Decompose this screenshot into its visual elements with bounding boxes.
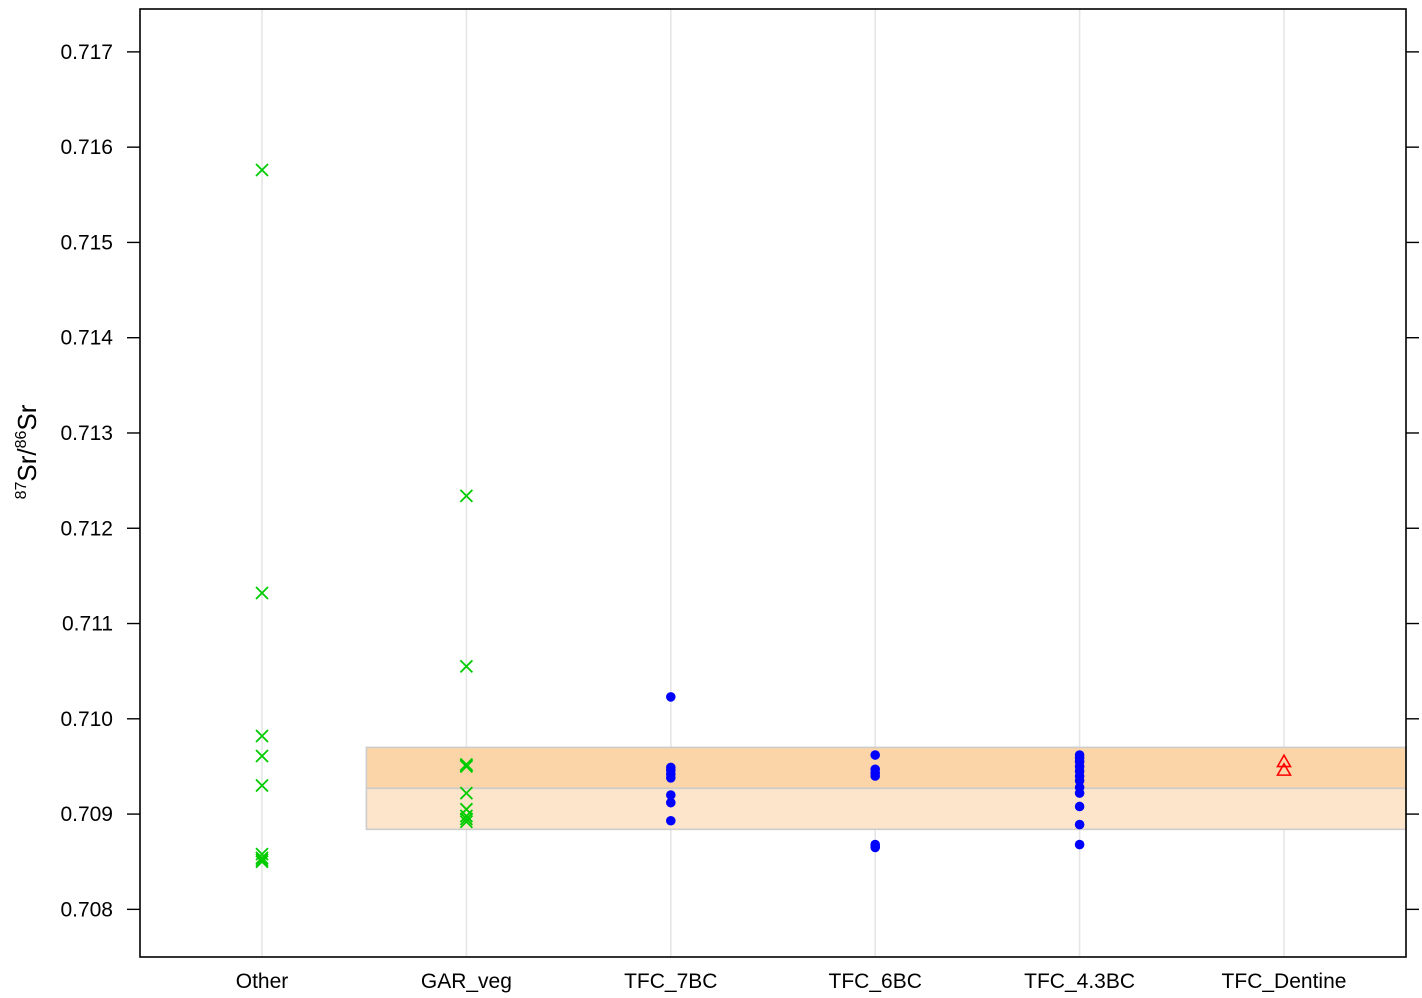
- data-point-dot: [1074, 801, 1085, 812]
- data-point-cross: [255, 586, 269, 600]
- data-point-cross: [459, 786, 474, 800]
- y-tick-label: 0.708: [60, 898, 113, 921]
- reference-bands: [365, 746, 1407, 831]
- data-point-dot: [666, 773, 676, 783]
- y-tick-label: 0.709: [60, 803, 113, 826]
- y-axis-label: 87Sr/86Sr: [12, 404, 42, 499]
- data-point-cross: [459, 815, 474, 829]
- data-point-dot: [870, 842, 880, 853]
- data-point-dot: [666, 790, 676, 800]
- data-point-cross: [255, 778, 269, 793]
- data-point-cross: [459, 489, 474, 503]
- data-point-cross: [255, 163, 269, 177]
- data-point-cross: [459, 759, 474, 774]
- data-point-dot: [1074, 839, 1085, 850]
- reference-band-1: [365, 746, 1407, 790]
- data-point-dot: [666, 692, 676, 702]
- y-tick-label: 0.714: [60, 327, 113, 350]
- y-axis-label-sup2: 86: [13, 430, 30, 448]
- data-point-dot: [1074, 819, 1085, 830]
- data-point-cross: [255, 853, 269, 867]
- data-point-cross: [459, 659, 474, 674]
- y-tick-label: 0.710: [60, 708, 113, 731]
- x-tick-label: Other: [236, 970, 289, 993]
- data-point-cross: [255, 749, 269, 763]
- y-axis-ticks: 0.708 0.709 0.710 0.711 0.712 0.713 0.714 0.715…: [60, 41, 1419, 921]
- reference-band-2: [365, 787, 1407, 831]
- data-point-dot: [666, 797, 676, 808]
- data-point-cross: [459, 812, 474, 826]
- x-tick-label: GAR_veg: [421, 970, 512, 993]
- y-axis-label-base1: Sr/: [12, 448, 42, 482]
- data-point-triangle: [1276, 762, 1292, 776]
- y-tick-label: 0.715: [60, 231, 113, 254]
- data-point-cross: [255, 729, 269, 743]
- x-tick-label: TFC_6BC: [829, 970, 922, 993]
- data-point-dot: [870, 750, 880, 760]
- x-tick-label: TFC_7BC: [624, 970, 717, 993]
- data-points: [255, 163, 1292, 869]
- y-axis-label-sup1: 87: [13, 482, 30, 500]
- y-tick-label: 0.717: [60, 41, 113, 64]
- data-point-dot: [1074, 775, 1085, 786]
- plot-frame: [139, 8, 1407, 958]
- data-point-dot: [870, 771, 880, 781]
- data-point-dot: [666, 815, 676, 826]
- data-point-cross: [459, 809, 474, 823]
- data-point-cross: [459, 802, 474, 816]
- data-point-cross: [255, 855, 269, 869]
- x-tick-label: TFC_4.3BC: [1024, 970, 1135, 993]
- data-point-cross: [255, 851, 269, 865]
- vertical-gridlines: [261, 9, 1285, 957]
- x-tick-label: TFC_Dentine: [1222, 970, 1347, 993]
- data-point-dot: [1074, 788, 1085, 798]
- y-tick-label: 0.713: [60, 422, 113, 445]
- y-axis-label-base2: Sr: [12, 404, 42, 430]
- y-tick-label: 0.716: [60, 136, 113, 159]
- x-axis-ticks: Other GAR_veg TFC_7BC TFC_6BC TFC_4.3BC TFC_D…: [236, 970, 1347, 993]
- data-point-triangle: [1276, 753, 1292, 768]
- y-tick-label: 0.711: [62, 613, 113, 636]
- y-tick-label: 0.712: [60, 517, 113, 540]
